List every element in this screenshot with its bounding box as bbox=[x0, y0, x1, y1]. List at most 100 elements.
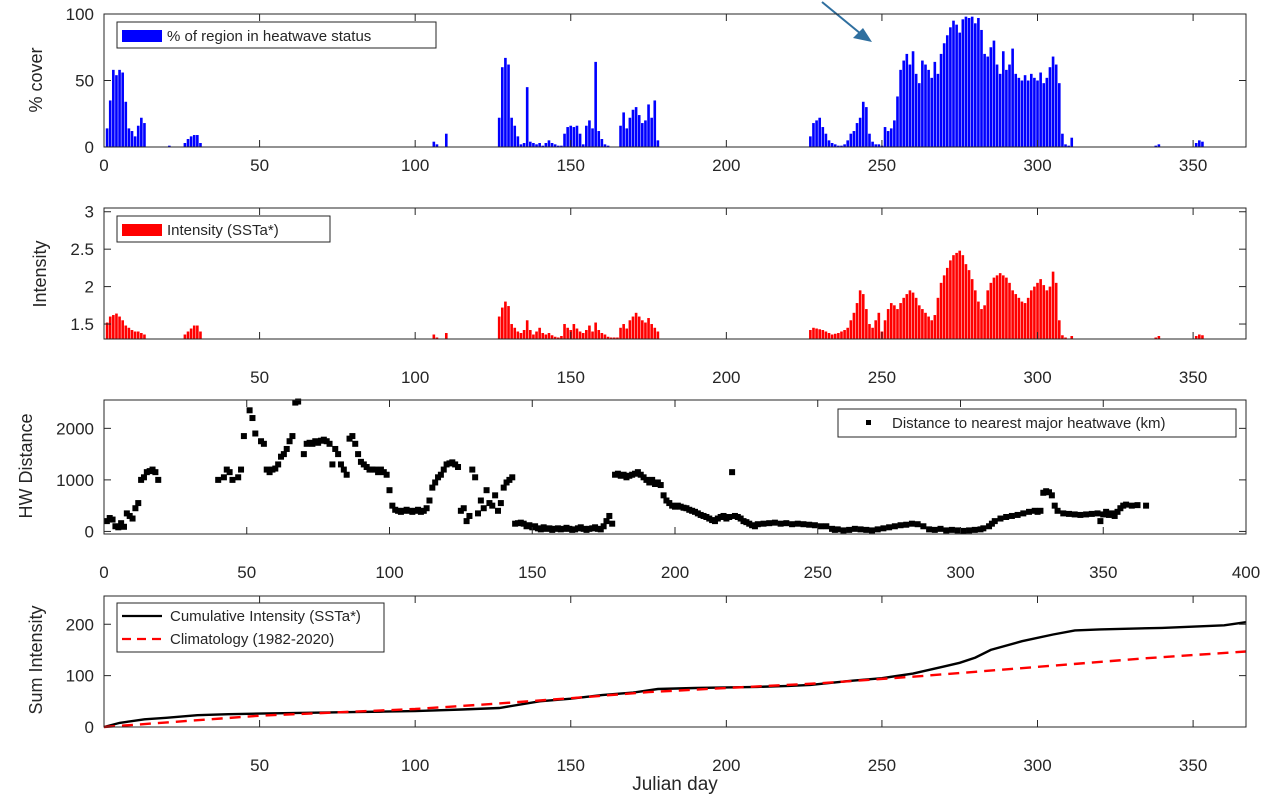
bar bbox=[927, 69, 930, 147]
point bbox=[1008, 512, 1015, 519]
bar bbox=[1001, 275, 1005, 339]
point bbox=[329, 461, 336, 468]
bar bbox=[581, 144, 585, 147]
point bbox=[800, 521, 807, 528]
point bbox=[600, 523, 607, 530]
bar bbox=[886, 131, 890, 147]
y-tick-label: 2000 bbox=[56, 419, 94, 438]
x-tick-label: 50 bbox=[250, 368, 269, 387]
y-tick-label: 100 bbox=[66, 667, 94, 686]
bar bbox=[955, 24, 958, 147]
x-tick-label: 100 bbox=[375, 563, 403, 582]
panel-percent-cover-legend: % of region in heatwave status bbox=[116, 21, 437, 49]
point bbox=[783, 520, 790, 527]
bar bbox=[544, 143, 548, 147]
bar bbox=[143, 334, 146, 339]
point bbox=[880, 525, 887, 532]
bar bbox=[930, 77, 934, 147]
bar bbox=[855, 123, 859, 147]
panel-percent-cover-ticks: 0 50 100 150 200 250 300 350 0 50 100 bbox=[66, 5, 1246, 175]
point bbox=[337, 461, 344, 468]
bar bbox=[936, 297, 940, 339]
panel-sum-intensity-ylabel: Sum Intensity bbox=[26, 605, 46, 714]
bar bbox=[855, 303, 859, 339]
bar bbox=[995, 275, 999, 339]
bar bbox=[550, 143, 554, 147]
point bbox=[240, 433, 247, 440]
bar bbox=[902, 297, 906, 339]
bar bbox=[121, 72, 124, 147]
bar bbox=[550, 335, 554, 339]
x-tick-label: 100 bbox=[401, 368, 429, 387]
bar bbox=[183, 143, 187, 147]
bar bbox=[588, 120, 591, 147]
bar bbox=[989, 282, 993, 339]
x-tick-label: 350 bbox=[1179, 756, 1207, 775]
bar bbox=[631, 316, 635, 339]
bar bbox=[809, 136, 812, 147]
point bbox=[1071, 511, 1078, 518]
point bbox=[463, 518, 470, 525]
bar bbox=[444, 333, 448, 339]
point bbox=[1054, 507, 1061, 514]
bar bbox=[917, 83, 921, 147]
y-tick-label: 100 bbox=[66, 5, 94, 24]
bar bbox=[1017, 77, 1021, 147]
bar bbox=[585, 330, 588, 339]
bar bbox=[1033, 77, 1036, 147]
point bbox=[249, 415, 256, 422]
bar bbox=[1045, 77, 1049, 147]
x-tick-label: 350 bbox=[1089, 563, 1117, 582]
point bbox=[335, 451, 342, 458]
bar bbox=[199, 331, 202, 339]
bar bbox=[874, 320, 878, 339]
bar bbox=[606, 336, 610, 339]
bar bbox=[858, 290, 862, 339]
bar bbox=[647, 318, 650, 339]
point bbox=[806, 521, 813, 528]
bar bbox=[513, 125, 517, 147]
point bbox=[903, 521, 910, 528]
bar bbox=[1026, 80, 1030, 147]
point bbox=[937, 525, 944, 532]
bar bbox=[133, 331, 137, 339]
point bbox=[777, 520, 784, 527]
point bbox=[426, 497, 433, 504]
point bbox=[794, 520, 801, 527]
bar bbox=[1033, 286, 1036, 339]
point bbox=[289, 433, 296, 440]
point bbox=[1114, 508, 1121, 515]
bar bbox=[865, 309, 868, 339]
bar bbox=[497, 117, 501, 147]
bar bbox=[121, 320, 124, 339]
bar bbox=[1017, 297, 1021, 339]
point bbox=[1083, 511, 1090, 518]
legend-label-cumulative: Cumulative Intensity (SSTa*) bbox=[170, 608, 361, 625]
bar bbox=[1001, 51, 1005, 147]
bar bbox=[1039, 279, 1042, 339]
y-tick-label: 2.5 bbox=[70, 240, 94, 259]
panel-sum-intensity-legend: Cumulative Intensity (SSTa*) Climatology… bbox=[116, 602, 385, 653]
bar bbox=[998, 273, 1002, 339]
point bbox=[1077, 511, 1084, 518]
bar bbox=[849, 133, 853, 147]
legend-label-distance: Distance to nearest major heatwave (km) bbox=[892, 415, 1165, 432]
point bbox=[840, 527, 847, 534]
bar bbox=[921, 309, 924, 339]
bar bbox=[168, 145, 171, 147]
bar bbox=[585, 125, 588, 147]
bar bbox=[544, 334, 548, 339]
bar bbox=[896, 309, 899, 339]
point bbox=[343, 471, 350, 478]
bar bbox=[1051, 271, 1055, 339]
point bbox=[834, 526, 841, 533]
panel-percent-cover: % cover 0 50 100 150 200 250 300 350 0 50 100 % of… bbox=[26, 5, 1247, 175]
bar bbox=[989, 47, 993, 147]
bar bbox=[432, 334, 436, 339]
bar bbox=[628, 117, 632, 147]
bar bbox=[930, 320, 934, 339]
point bbox=[943, 527, 950, 534]
point bbox=[980, 525, 987, 532]
point bbox=[948, 526, 955, 533]
bar bbox=[516, 331, 520, 339]
